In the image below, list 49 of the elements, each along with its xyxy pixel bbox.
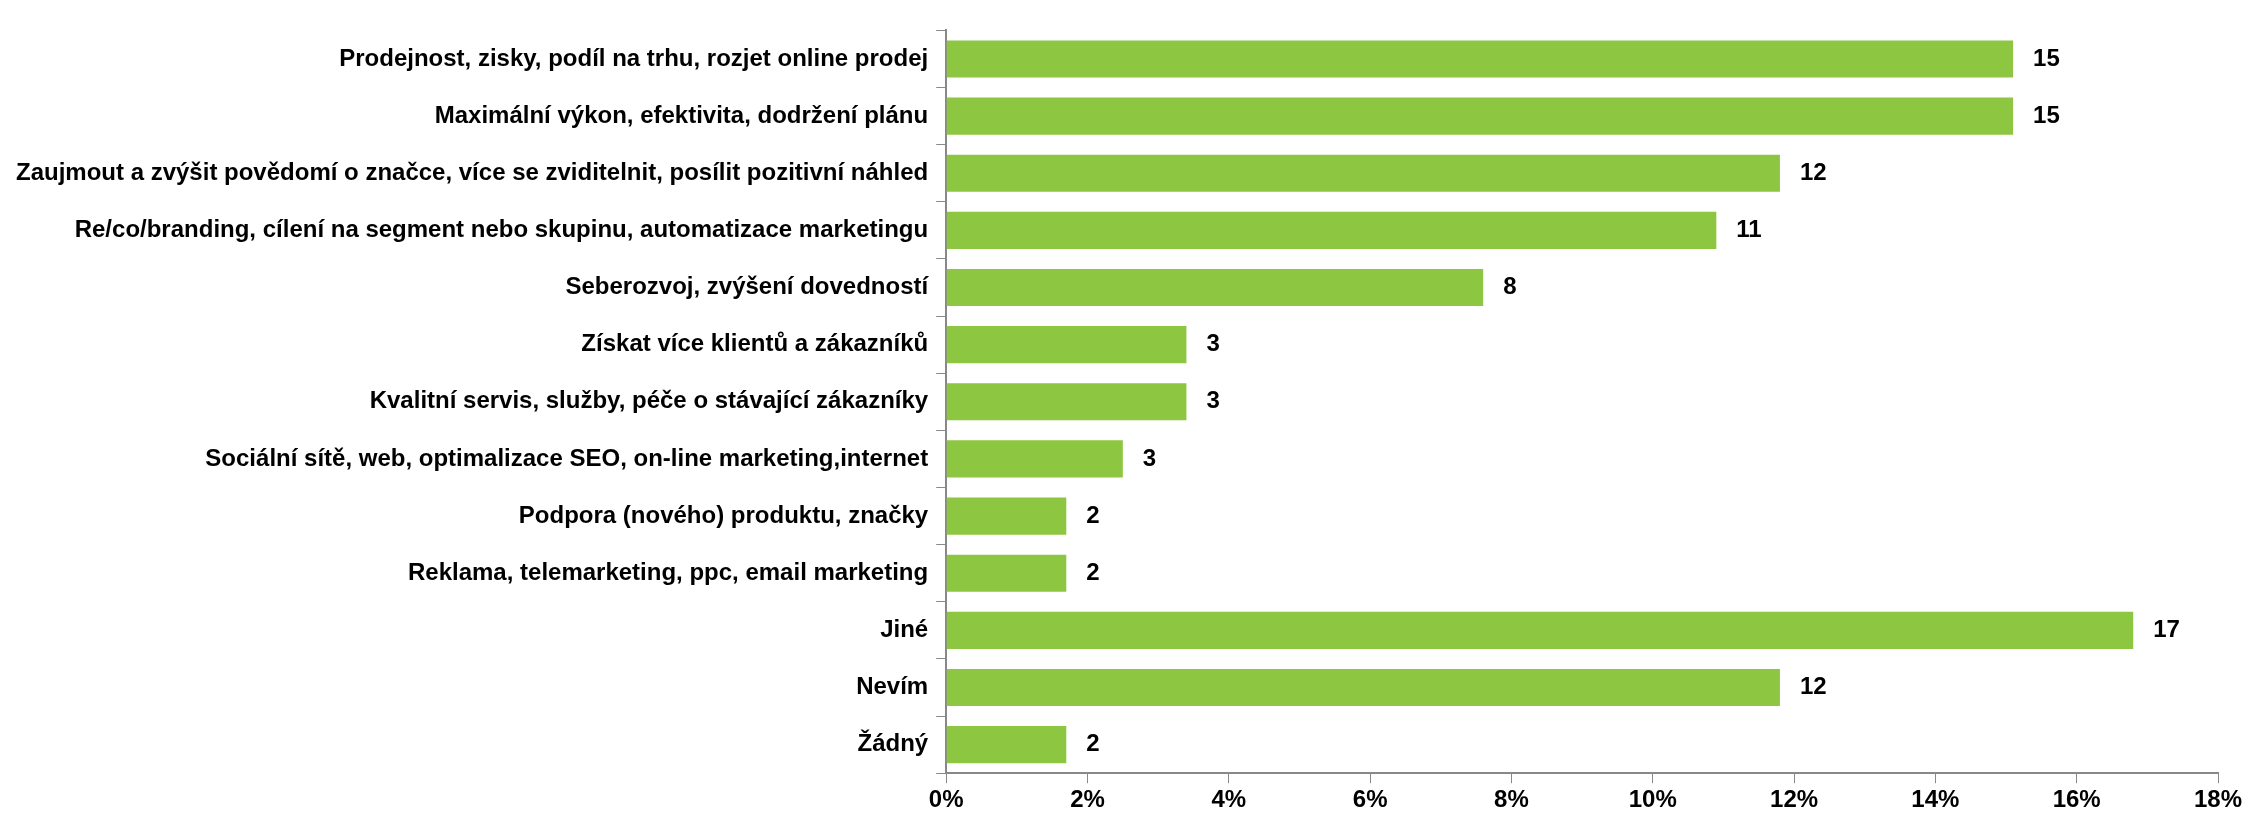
- bar: [946, 211, 1717, 249]
- y-tick-label: Nevím: [856, 672, 929, 700]
- data-label: 11: [1736, 215, 1762, 243]
- data-label: 2: [1086, 500, 1100, 528]
- y-tick-label: Re/co/branding, cílení na segment nebo skupinu, automatizace marketingu: [74, 215, 929, 243]
- bar: [946, 726, 1067, 764]
- y-tick-label: Získat více klientů a zákazníků: [581, 329, 929, 357]
- y-tick-label: Kvalitní servis, služby, péče o stávající zákazníky: [369, 386, 929, 414]
- y-tick-label: Žádný: [857, 729, 929, 757]
- x-tick-label: 6%: [1352, 785, 1388, 813]
- y-tick-label: Podpora (nového) produktu, značky: [518, 500, 929, 528]
- bar: [946, 268, 1484, 307]
- data-label: 17: [2153, 614, 2180, 642]
- x-tick-label: 18%: [2193, 785, 2243, 813]
- x-tick-label: 0%: [928, 785, 964, 813]
- x-tick-label: 2%: [1070, 785, 1105, 813]
- data-label: 12: [1799, 157, 1827, 185]
- y-tick-label: Prodejnost, zisky, podíl na trhu, rozjet online prodej: [339, 43, 929, 71]
- y-tick-label: Maximální výkon, efektivita, dodržení plánu: [434, 100, 929, 128]
- bar: [946, 497, 1067, 535]
- x-tick-label: 10%: [1628, 785, 1677, 813]
- x-tick-label: 14%: [1911, 785, 1960, 813]
- bar: [946, 40, 2014, 78]
- y-tick-label: Zaujmout a zvýšit povědomí o značce, více se zviditelnit, posílit pozitivní náhled: [16, 157, 929, 185]
- x-tick-label: 8%: [1494, 785, 1529, 813]
- bar: [946, 154, 1780, 192]
- y-tick-label: Seberozvoj, zvýšení dovedností: [565, 272, 930, 300]
- bar: [946, 554, 1067, 592]
- y-tick-label: Sociální sítě, web, optimalizace SEO, on-line marketing,internet: [205, 443, 929, 471]
- data-label: 15: [2033, 43, 2060, 71]
- bar: [946, 668, 1780, 707]
- x-tick-label: 12%: [1770, 785, 1819, 813]
- y-tick-label: Reklama, telemarketing, ppc, email marketing: [407, 557, 929, 585]
- data-label: 2: [1086, 729, 1100, 757]
- bar: [946, 326, 1187, 364]
- data-label: 3: [1206, 386, 1220, 414]
- bar: [946, 383, 1187, 421]
- bar: [946, 440, 1123, 478]
- data-label: 15: [2033, 100, 2060, 128]
- x-tick-label: 16%: [2052, 785, 2101, 813]
- data-label: 12: [1799, 672, 1827, 700]
- bar: [946, 97, 2014, 135]
- data-label: 8: [1503, 272, 1517, 300]
- data-label: 3: [1206, 329, 1220, 357]
- y-tick-label: Jiné: [880, 614, 929, 642]
- data-label: 2: [1086, 557, 1100, 585]
- bar: [946, 611, 2134, 649]
- data-label: 3: [1142, 443, 1157, 471]
- x-tick-label: 4%: [1211, 785, 1247, 813]
